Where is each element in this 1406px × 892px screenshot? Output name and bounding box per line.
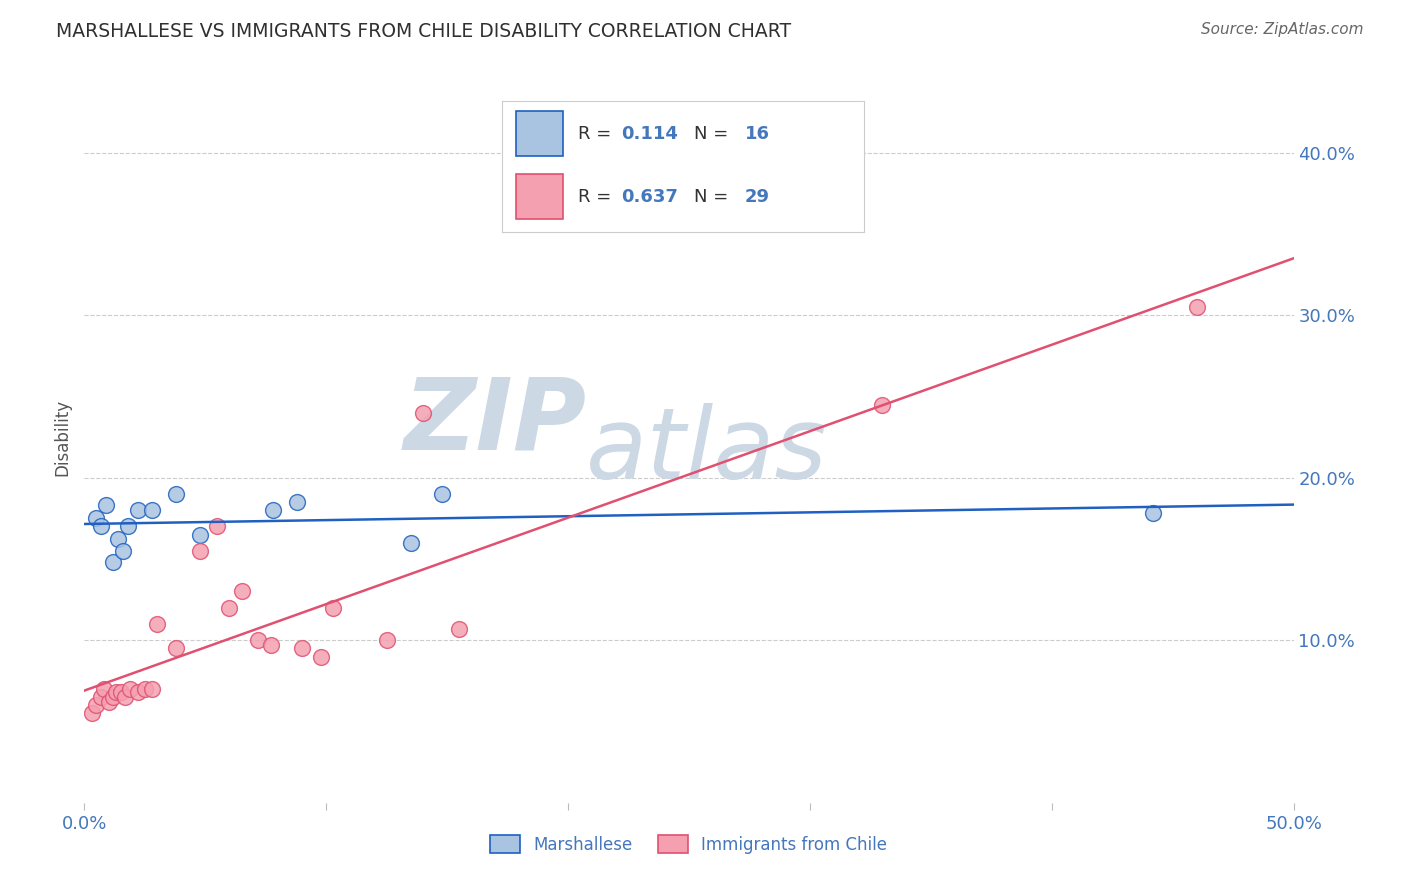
Point	[375, 633, 398, 648]
Point	[190, 544, 212, 558]
Point	[311, 649, 333, 664]
Point	[141, 503, 163, 517]
Point	[114, 690, 136, 705]
Point	[247, 633, 270, 648]
Point	[322, 600, 344, 615]
Point	[127, 685, 149, 699]
Point	[103, 690, 125, 705]
Point	[207, 519, 229, 533]
Point	[86, 511, 108, 525]
Point	[134, 681, 156, 696]
Point	[80, 706, 103, 721]
Point	[291, 641, 314, 656]
Y-axis label: Disability: Disability	[53, 399, 72, 475]
Point	[285, 495, 308, 509]
Point	[412, 406, 434, 420]
Point	[141, 681, 163, 696]
Point	[127, 503, 149, 517]
Point	[262, 503, 284, 517]
Point	[190, 527, 212, 541]
Point	[107, 533, 129, 547]
Point	[218, 600, 240, 615]
Point	[97, 695, 120, 709]
Text: MARSHALLESE VS IMMIGRANTS FROM CHILE DISABILITY CORRELATION CHART: MARSHALLESE VS IMMIGRANTS FROM CHILE DIS…	[56, 22, 792, 41]
Text: ZIP: ZIP	[404, 374, 586, 471]
Point	[146, 617, 169, 632]
Point	[259, 638, 281, 652]
Point	[117, 519, 139, 533]
Point	[120, 681, 142, 696]
Text: Source: ZipAtlas.com: Source: ZipAtlas.com	[1201, 22, 1364, 37]
Point	[1142, 507, 1164, 521]
Point	[399, 535, 422, 549]
Point	[104, 685, 127, 699]
Point	[432, 487, 454, 501]
Point	[449, 622, 471, 636]
Point	[94, 499, 117, 513]
Point	[90, 519, 112, 533]
Point	[90, 690, 112, 705]
Point	[112, 544, 135, 558]
Point	[165, 487, 187, 501]
Point	[1185, 300, 1208, 314]
Point	[165, 641, 187, 656]
Text: atlas: atlas	[586, 403, 828, 500]
Legend: Marshallese, Immigrants from Chile: Marshallese, Immigrants from Chile	[484, 829, 894, 860]
Point	[231, 584, 253, 599]
Point	[110, 685, 132, 699]
Point	[103, 555, 125, 569]
Point	[872, 398, 894, 412]
Point	[86, 698, 108, 713]
Point	[93, 681, 115, 696]
